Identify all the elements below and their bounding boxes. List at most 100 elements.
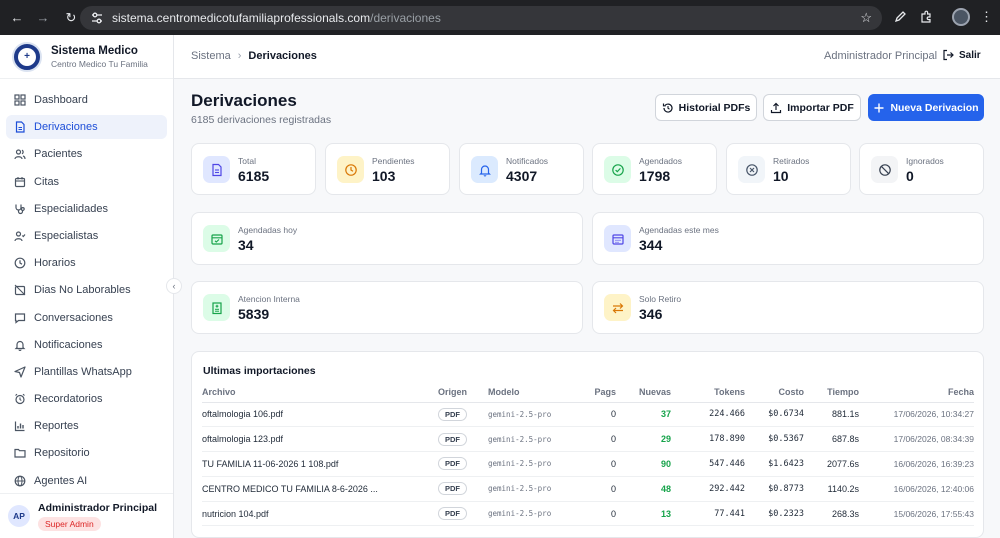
table-row[interactable]: nutricion 104.pdf PDF gemini-2.5-pro 0 1…	[202, 501, 974, 527]
file-name: oftalmologia 106.pdf	[202, 402, 438, 428]
browser-toolbar: ← → ↻ sistema.centromedicotufamiliaprofe…	[0, 0, 1000, 35]
stat-label: Pendientes	[372, 156, 415, 166]
sidebar-item-especialistas[interactable]: Especialistas	[6, 224, 167, 248]
stat-value: 344	[639, 237, 663, 253]
sidebar-item-label: Dashboard	[34, 94, 88, 106]
sidebar-item-label: Citas	[34, 175, 60, 188]
user-name: Administrador Principal	[38, 501, 158, 514]
site-settings-icon[interactable]	[90, 11, 104, 25]
sidebar-item-agentes-ai[interactable]: Agentes AI	[6, 469, 167, 493]
sidebar-item-especialidades[interactable]: Especialidades	[6, 197, 167, 221]
import-pdf-label: Importar PDF	[787, 101, 854, 114]
sidebar-item-notificaciones[interactable]: Notificaciones	[6, 333, 167, 357]
sidebar-item-label: Plantillas WhatsApp	[34, 365, 132, 378]
table-row[interactable]: oftalmologia 106.pdf PDF gemini-2.5-pro …	[202, 402, 974, 428]
column-header: Archivo	[202, 382, 438, 403]
bell-icon	[471, 156, 498, 183]
sidebar-item-repositorio[interactable]: Repositorio	[6, 441, 167, 465]
stat-value: 1798	[639, 168, 671, 184]
profile-avatar[interactable]	[952, 8, 970, 26]
table-row[interactable]: oftalmologia 123.pdf PDF gemini-2.5-pro …	[202, 426, 974, 453]
sidebar-item-derivaciones[interactable]: Derivaciones	[6, 115, 167, 140]
history-icon	[662, 102, 674, 114]
url-path: /derivaciones	[370, 11, 441, 25]
stat-pendientes: Pendientes 103	[325, 143, 450, 195]
sidebar-item-label: Horarios	[34, 257, 76, 270]
sidebar-item-label: Agentes AI	[34, 474, 88, 487]
collapse-sidebar-button[interactable]: ‹	[166, 278, 182, 294]
file-name: oftalmologia 123.pdf	[202, 426, 438, 453]
stat-label: Ignorados	[906, 156, 944, 166]
sidebar-item-label: Reportes	[34, 420, 79, 433]
date-value: 15/06/2026, 17:55:43	[859, 501, 974, 527]
sidebar-item-dias-no-laborables[interactable]: Dias No Laborables	[6, 278, 167, 302]
logout-button[interactable]: Salir	[942, 49, 981, 61]
sidebar-item-recordatorios[interactable]: Recordatorios	[6, 387, 167, 411]
sidebar-item-dashboard[interactable]: Dashboard	[6, 88, 167, 112]
reload-icon[interactable]: ↻	[65, 9, 77, 25]
sidebar-item-label: Especialidades	[34, 202, 108, 215]
history-pdfs-button[interactable]: Historial PDFs	[655, 94, 757, 121]
stat-label: Total	[238, 156, 256, 166]
sidebar-item-horarios[interactable]: Horarios	[6, 251, 167, 275]
pages-count: 0	[576, 501, 616, 527]
stat-value: 5839	[238, 306, 270, 322]
bell-icon	[13, 338, 26, 351]
url-text: sistema.centromedicotufamiliaprofessiona…	[112, 11, 441, 25]
stat-agendados: Agendados 1798	[592, 143, 717, 195]
grid-icon	[13, 94, 26, 107]
column-header: Tokens	[671, 382, 745, 403]
back-arrow-icon[interactable]: ←	[10, 10, 24, 25]
sidebar-item-label: Especialistas	[34, 229, 99, 242]
calendar-off-icon	[13, 284, 26, 297]
sidebar-item-plantillas-whatsapp[interactable]: Plantillas WhatsApp	[6, 360, 167, 384]
column-header: Pags	[576, 382, 616, 403]
tokens-count: 292.442	[671, 476, 745, 502]
sidebar-menu: Dashboard Derivaciones Pacientes Citas E…	[0, 88, 173, 496]
stat-value: 0	[906, 168, 914, 184]
extensions-puzzle-icon[interactable]	[918, 9, 934, 25]
bookmark-star-icon[interactable]: ☆	[860, 10, 872, 25]
file-name: CENTRO MEDICO TU FAMILIA 8-6-2026 ...	[202, 476, 438, 502]
current-user[interactable]: AP Administrador Principal Super Admin	[0, 493, 173, 538]
time-value: 268.3s	[804, 501, 859, 527]
breadcrumb-root[interactable]: Sistema	[191, 50, 231, 62]
model-name: gemini-2.5-pro	[488, 426, 576, 453]
sidebar-item-conversaciones[interactable]: Conversaciones	[6, 306, 167, 330]
browser-menu-icon[interactable]: ⋮	[980, 9, 993, 24]
send-icon	[13, 365, 26, 378]
origin-badge: PDF	[438, 507, 467, 521]
sidebar: + Sistema Medico Centro Medico Tu Famili…	[0, 35, 174, 538]
sidebar-item-pacientes[interactable]: Pacientes	[6, 142, 167, 166]
new-count: 29	[616, 426, 671, 453]
new-derivacion-button[interactable]: Nueva Derivacion	[868, 94, 984, 121]
bar-chart-icon	[13, 420, 26, 433]
x-circle-icon	[738, 156, 765, 183]
pages-count: 0	[576, 426, 616, 453]
sidebar-item-citas[interactable]: Citas	[6, 170, 167, 194]
stat-atencion-interna: Atencion Interna 5839	[191, 281, 583, 334]
table-row[interactable]: CENTRO MEDICO TU FAMILIA 8-6-2026 ... PD…	[202, 476, 974, 502]
import-pdf-button[interactable]: Importar PDF	[763, 94, 861, 121]
sidebar-item-label: Notificaciones	[34, 338, 103, 351]
stat-solo-retiro: Solo Retiro 346	[592, 281, 984, 334]
stat-agendadas-hoy: Agendadas hoy 34	[191, 212, 583, 265]
sidebar-item-reportes[interactable]: Reportes	[6, 414, 167, 438]
brand-subtitle: Centro Medico Tu Familia	[51, 58, 148, 69]
new-count: 13	[616, 501, 671, 527]
table-row[interactable]: TU FAMILIA 11-06-2026 1 108.pdf PDF gemi…	[202, 451, 974, 477]
chevron-left-icon: ‹	[172, 281, 176, 291]
cost-value: $1.6423	[745, 451, 804, 477]
page-title: Derivaciones	[191, 91, 297, 110]
model-name: gemini-2.5-pro	[488, 476, 576, 502]
address-bar[interactable]: sistema.centromedicotufamiliaprofessiona…	[80, 6, 882, 30]
forward-arrow-icon[interactable]: →	[36, 10, 50, 25]
upload-icon	[770, 102, 782, 114]
pen-extension-icon[interactable]	[892, 9, 908, 25]
breadcrumb-current: Derivaciones	[248, 50, 317, 62]
stat-value: 10	[773, 168, 789, 184]
globe-icon	[13, 474, 26, 487]
tokens-count: 224.466	[671, 402, 745, 428]
stethoscope-icon	[13, 202, 26, 215]
stat-total: Total 6185	[191, 143, 316, 195]
